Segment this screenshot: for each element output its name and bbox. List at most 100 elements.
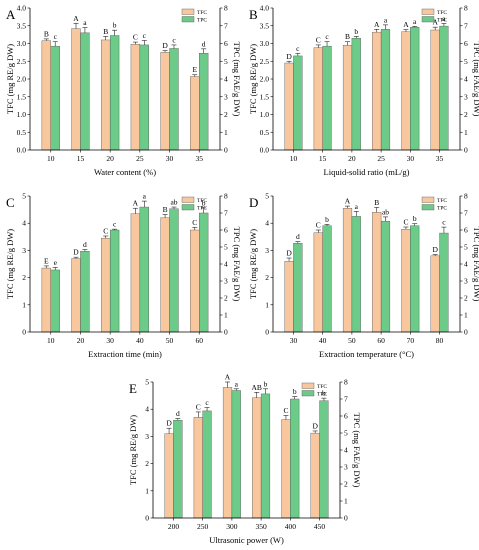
bar-tfc [164, 433, 174, 519]
y-tick-label-right: 3 [224, 277, 228, 286]
bar-tpc [410, 225, 420, 333]
y-tick-label-left: 1.0 [260, 110, 270, 119]
x-tick-label: 30 [290, 336, 298, 345]
significance-letter: a [413, 17, 417, 26]
x-tick-label: 20 [106, 154, 114, 163]
significance-letter: D [286, 52, 292, 61]
y-tick-label-left: 1.5 [260, 92, 270, 101]
y-tick-label-left: 1.0 [17, 110, 27, 119]
y-tick-label-right: 5 [464, 243, 468, 252]
y-tick-label-left: 1 [145, 486, 149, 495]
bar-tfc [372, 31, 382, 151]
bar-tfc [310, 432, 320, 519]
bar-tpc [169, 48, 179, 151]
legend-label-tpc: TPC [197, 18, 207, 24]
y-tick-label-left: 3 [265, 246, 269, 255]
significance-letter: d [83, 240, 87, 249]
bar-tfc [101, 237, 111, 333]
bar-tfc [130, 213, 141, 333]
x-tick-label: 15 [319, 154, 327, 163]
bar-tpc [293, 243, 303, 333]
significance-letter: c [325, 32, 329, 41]
significance-letter: B [44, 29, 49, 38]
significance-letter: b [202, 198, 206, 207]
y-tick-label-right: 1 [344, 497, 348, 506]
significance-letter: C [283, 406, 288, 415]
y-tick-label-right: 2 [224, 110, 228, 119]
y-tick-label-right: 7 [344, 395, 348, 404]
bar-tpc [439, 232, 449, 333]
bar-tfc [222, 387, 233, 519]
x-tick-label: 60 [377, 336, 385, 345]
significance-letter: ab [382, 207, 389, 216]
y-tick-label-left: 5 [145, 378, 149, 387]
y-tick-label-right: 5 [344, 429, 348, 438]
y-tick-label-right: 7 [464, 209, 468, 218]
y-tick-label-right: 0 [224, 328, 228, 337]
bar-tpc [139, 206, 149, 333]
y-tick-label-right: 5 [224, 57, 228, 66]
panel-letter: D [249, 195, 258, 210]
significance-letter: e [54, 258, 58, 267]
legend-swatch-tpc [301, 390, 315, 397]
y-tick-label-left: 5 [22, 192, 26, 201]
bar-tpc [380, 220, 391, 333]
y-tick-label-left: 1 [265, 300, 269, 309]
panel-letter: A [6, 7, 16, 22]
significance-letter: a [442, 14, 446, 23]
bar-tpc [173, 420, 183, 519]
y-tick-label-left: 3.0 [17, 39, 27, 48]
significance-letter: C [316, 221, 321, 230]
bar-tpc [50, 269, 60, 333]
significance-letter: C [133, 33, 138, 42]
significance-letter: d [296, 232, 300, 241]
x-tick-label: 15 [77, 154, 85, 163]
x-tick-label: 350 [255, 522, 267, 531]
y-tick-label-right: 2 [464, 110, 468, 119]
bar-tfc [430, 255, 440, 333]
significance-letter: c [296, 44, 300, 53]
significance-letter: c [54, 32, 58, 41]
bar-tfc [430, 29, 440, 151]
significance-letter: a [143, 192, 147, 201]
bar-tpc [410, 26, 420, 151]
x-tick-label: 40 [136, 336, 144, 345]
legend-swatch-tfc [181, 196, 195, 203]
significance-letter: C [403, 218, 408, 227]
x-tick-label: 10 [290, 154, 298, 163]
bar-tfc [130, 44, 141, 151]
y-tick-label-right: 8 [464, 192, 468, 201]
legend-label-tpc: TPC [437, 18, 447, 24]
significance-letter: D [162, 41, 168, 50]
significance-letter: B [163, 205, 168, 214]
y-axis-title-right: TPC (mg FAE/g DW) [352, 413, 362, 488]
y-tick-label-left: 2 [265, 273, 269, 282]
bar-tpc [199, 53, 209, 151]
x-tick-label: 450 [314, 522, 326, 531]
y-tick-label-right: 8 [464, 4, 468, 13]
bar-tfc [41, 40, 51, 151]
y-tick-label-left: 0.0 [260, 146, 270, 155]
y-tick-label-right: 4 [224, 260, 228, 269]
y-tick-label-left: 0 [22, 328, 26, 337]
y-axis-title-right: TPC (mg FAE/g DW) [472, 42, 479, 117]
y-tick-label-right: 8 [224, 192, 228, 201]
x-tick-label: 50 [348, 336, 356, 345]
legend-swatch-tpc [421, 16, 435, 23]
bar-tpc [169, 208, 179, 333]
y-tick-label-right: 3 [464, 277, 468, 286]
bar-tfc [160, 217, 170, 333]
significance-letter: E [44, 256, 49, 265]
legend-swatch-tpc [181, 16, 195, 23]
y-tick-label-right: 3 [344, 463, 348, 472]
y-tick-label-left: 1.5 [17, 92, 27, 101]
y-tick-label-left: 2.5 [260, 57, 270, 66]
panel-letter: B [249, 7, 258, 22]
y-tick-label-right: 2 [464, 294, 468, 303]
legend-label-tfc: TFC [437, 10, 447, 16]
bar-tpc [80, 251, 90, 333]
significance-letter: c [442, 218, 446, 227]
